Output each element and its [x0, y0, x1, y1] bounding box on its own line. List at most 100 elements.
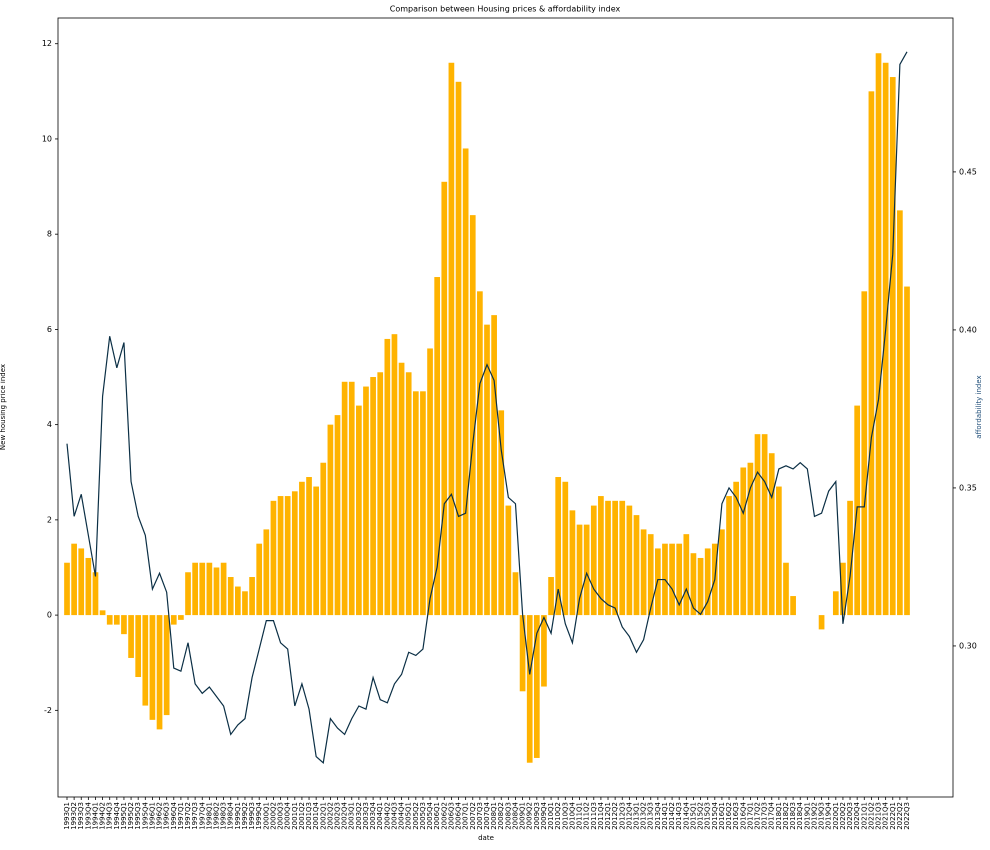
y2-axis-label: affordability index: [975, 375, 983, 438]
x-tick-label: 1998Q2: [212, 802, 220, 830]
bar: [776, 486, 782, 616]
x-tick-label: 1996Q1: [148, 802, 156, 830]
x-tick-label: 2007Q1: [462, 802, 470, 830]
x-tick-label: 2015Q3: [704, 802, 712, 830]
bar: [548, 577, 554, 616]
bar: [640, 529, 647, 616]
bar: [875, 53, 882, 616]
bar: [526, 615, 533, 763]
x-tick-label: 2020Q2: [839, 802, 847, 830]
x-tick-label: 2009Q3: [533, 802, 541, 830]
bar: [277, 496, 284, 616]
x-tick-label: 2011Q3: [590, 802, 598, 830]
x-tick-label: 2019Q2: [810, 802, 818, 830]
x-tick-label: 2000Q4: [284, 801, 292, 829]
x-tick-label: 2011Q2: [583, 802, 591, 830]
bar: [576, 524, 583, 616]
bar: [220, 562, 227, 616]
bar: [626, 505, 633, 616]
bar: [242, 591, 248, 616]
x-tick-label: 2000Q1: [262, 802, 270, 830]
x-tick-label: 2010Q1: [547, 802, 555, 830]
bar: [149, 615, 156, 720]
y2-tick-label: 0.45: [959, 167, 977, 176]
x-tick-label: 2018Q3: [789, 802, 797, 830]
chart-title: Comparison between Housing prices & affo…: [390, 5, 621, 14]
bar: [71, 543, 77, 616]
x-tick-label: 2014Q1: [661, 802, 669, 830]
x-tick-label: 2014Q2: [668, 802, 676, 830]
x-tick-label: 2007Q2: [469, 802, 477, 830]
x-tick-label: 2007Q4: [483, 801, 491, 829]
bar: [334, 415, 341, 616]
x-tick-label: 2018Q2: [782, 802, 790, 830]
y-tick-label: 8: [47, 230, 52, 239]
bar: [754, 434, 761, 616]
x-tick-label: 1995Q2: [127, 802, 135, 830]
y-tick-label: 0: [47, 611, 52, 620]
x-tick-label: 2013Q3: [647, 802, 655, 830]
bar: [633, 515, 640, 616]
bar: [697, 557, 704, 616]
bar: [462, 148, 469, 616]
bar: [327, 424, 334, 616]
bar: [227, 577, 234, 616]
bar: [434, 277, 441, 616]
bar: [206, 562, 213, 616]
x-tick-label: 1997Q2: [184, 802, 192, 830]
bar: [569, 510, 576, 616]
x-tick-label: 2008Q1: [490, 802, 498, 830]
bar: [647, 534, 654, 616]
x-tick-label: 1999Q1: [234, 802, 242, 830]
bar: [889, 77, 896, 616]
bar: [469, 215, 476, 616]
x-tick-label: 2018Q1: [775, 802, 783, 830]
bar: [270, 500, 277, 616]
bar: [541, 615, 547, 687]
x-tick-label: 1994Q1: [91, 802, 99, 830]
x-tick-label: 2012Q2: [611, 802, 619, 830]
x-tick-label: 2022Q1: [889, 802, 897, 830]
x-tick-label: 2011Q4: [597, 801, 605, 829]
x-tick-label: 2009Q4: [540, 801, 548, 829]
x-tick-label: 2017Q2: [754, 802, 762, 830]
x-tick-label: 2021Q1: [860, 802, 868, 830]
bar: [156, 615, 163, 730]
y2-tick-label: 0.35: [959, 483, 977, 492]
x-tick-label: 2013Q1: [632, 802, 640, 830]
x-tick-label: 2020Q3: [846, 802, 854, 830]
x-tick-label: 2018Q4: [796, 801, 804, 829]
bar: [555, 477, 562, 616]
x-tick-label: 1994Q4: [113, 801, 121, 829]
bar: [512, 572, 519, 616]
x-tick-label: 2010Q4: [568, 801, 576, 829]
bar: [178, 615, 184, 620]
bar: [420, 391, 426, 616]
y2-tick-label: 0.30: [959, 641, 977, 650]
bar: [747, 462, 754, 616]
x-tick-label: 1993Q2: [70, 802, 78, 830]
bar: [790, 596, 796, 616]
y-tick-label: 10: [42, 134, 52, 143]
bar: [448, 62, 455, 616]
bar: [192, 562, 198, 616]
x-tick-label: 2017Q3: [761, 802, 769, 830]
x-tick-label: 2002Q2: [326, 802, 334, 830]
bar: [249, 577, 255, 616]
bar: [477, 291, 483, 616]
x-tick-label: 2009Q2: [526, 802, 534, 830]
x-tick-label: 2019Q3: [818, 802, 826, 830]
x-tick-label: 2006Q4: [455, 801, 463, 829]
x-tick-label: 2006Q2: [440, 802, 448, 830]
x-tick-label: 2022Q3: [903, 802, 911, 830]
bar: [377, 372, 384, 616]
x-tick-label: 1995Q4: [141, 801, 149, 829]
x-tick-label: 2005Q1: [405, 802, 413, 830]
bar: [590, 505, 597, 616]
x-tick-label: 2015Q2: [697, 802, 705, 830]
bar: [491, 315, 497, 616]
bar: [761, 434, 768, 616]
x-tick-label: 2022Q2: [896, 802, 904, 830]
x-tick-label: 1993Q1: [63, 802, 71, 830]
bar: [427, 348, 433, 616]
